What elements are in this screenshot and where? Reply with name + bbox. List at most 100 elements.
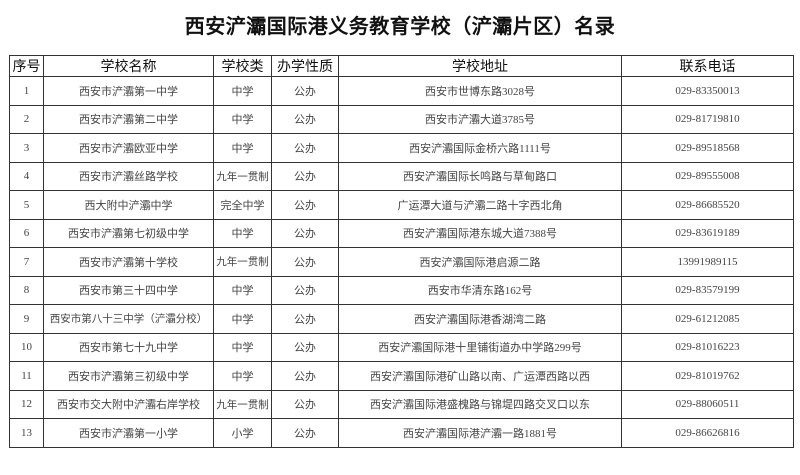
cell-address: 西安浐灞国际港矿山路以南、广运潭西路以西 bbox=[338, 361, 622, 391]
cell-school-type: 中学 bbox=[213, 76, 272, 106]
cell-school-type: 中学 bbox=[213, 133, 272, 163]
cell-phone: 029-88060511 bbox=[621, 389, 794, 419]
table-row: 4 西安市浐灞丝路学校 九年一贯制 公办 西安浐灞国际长鸣路与草甸路口 029-89555… bbox=[9, 161, 794, 191]
cell-ownership: 公办 bbox=[271, 190, 339, 220]
cell-address: 西安浐灞国际港盛槐路与锦堤四路交叉口以东 bbox=[338, 389, 622, 419]
cell-index: 1 bbox=[9, 76, 44, 106]
header-school-name: 学校名称 bbox=[43, 55, 214, 77]
cell-address: 西安浐灞国际长鸣路与草甸路口 bbox=[338, 161, 622, 191]
cell-school-name: 西大附中浐灞中学 bbox=[43, 190, 214, 220]
cell-address: 西安市世博东路3028号 bbox=[338, 76, 622, 106]
cell-index: 7 bbox=[9, 247, 44, 277]
cell-address: 西安市华清东路162号 bbox=[338, 275, 622, 305]
cell-phone: 029-86626816 bbox=[621, 418, 794, 448]
cell-index: 12 bbox=[9, 389, 44, 419]
cell-phone: 029-61212085 bbox=[621, 304, 794, 334]
cell-school-name: 西安市浐灞第一中学 bbox=[43, 76, 214, 106]
cell-school-type: 九年一贯制 bbox=[213, 389, 272, 419]
cell-phone: 029-81719810 bbox=[621, 104, 794, 134]
cell-school-name: 西安市第八十三中学（浐灞分校） bbox=[43, 304, 214, 334]
table-row: 5 西大附中浐灞中学 完全中学 公办 广运潭大道与浐灞二路十字西北角 029-866855… bbox=[9, 190, 794, 220]
cell-school-name: 西安市浐灞丝路学校 bbox=[43, 161, 214, 191]
table-row: 6 西安市浐灞第七初级中学 中学 公办 西安浐灞国际港东城大道7388号 029-8361… bbox=[9, 218, 794, 248]
cell-index: 6 bbox=[9, 218, 44, 248]
table-row: 3 西安市浐灞欧亚中学 中学 公办 西安浐灞国际金桥六路1111号 029-8951856… bbox=[9, 133, 794, 163]
header-row: 序号 学校名称 学校类 办学性质 学校地址 联系电话 bbox=[9, 55, 794, 77]
table-row: 12 西安市交大附中浐灞右岸学校 九年一贯制 公办 西安浐灞国际港盛槐路与锦堤四路交叉口… bbox=[9, 389, 794, 419]
cell-phone: 029-83579199 bbox=[621, 275, 794, 305]
cell-index: 4 bbox=[9, 161, 44, 191]
cell-school-type: 中学 bbox=[213, 361, 272, 391]
table-row: 7 西安市浐灞第十学校 九年一贯制 公办 西安浐灞国际港启源二路 13991989115 bbox=[9, 247, 794, 277]
cell-ownership: 公办 bbox=[271, 332, 339, 362]
header-index: 序号 bbox=[9, 55, 44, 77]
cell-school-name: 西安市第七十九中学 bbox=[43, 332, 214, 362]
cell-school-name: 西安市交大附中浐灞右岸学校 bbox=[43, 389, 214, 419]
cell-index: 13 bbox=[9, 418, 44, 448]
cell-phone: 029-83619189 bbox=[621, 218, 794, 248]
cell-ownership: 公办 bbox=[271, 218, 339, 248]
cell-index: 2 bbox=[9, 104, 44, 134]
table-row: 8 西安市第三十四中学 中学 公办 西安市华清东路162号 029-83579199 bbox=[9, 275, 794, 305]
cell-school-type: 中学 bbox=[213, 104, 272, 134]
cell-phone: 029-81019762 bbox=[621, 361, 794, 391]
table-row: 13 西安市浐灞第一小学 小学 公办 西安浐灞国际港浐灞一路1881号 029-86626… bbox=[9, 418, 794, 448]
table-row: 10 西安市第七十九中学 中学 公办 西安浐灞国际港十里铺街道办中学路299号 029-8… bbox=[9, 332, 794, 362]
cell-index: 8 bbox=[9, 275, 44, 305]
cell-ownership: 公办 bbox=[271, 275, 339, 305]
table-row: 9 西安市第八十三中学（浐灞分校） 中学 公办 西安浐灞国际港香湖湾二路 029-6121… bbox=[9, 304, 794, 334]
cell-school-name: 西安市第三十四中学 bbox=[43, 275, 214, 305]
school-table: 序号 学校名称 学校类 办学性质 学校地址 联系电话 1 西安市浐灞第一中学 中学公… bbox=[9, 55, 794, 448]
cell-ownership: 公办 bbox=[271, 104, 339, 134]
cell-index: 3 bbox=[9, 133, 44, 163]
header-school-type: 学校类 bbox=[213, 55, 272, 77]
table-row: 1 西安市浐灞第一中学 中学 公办 西安市世博东路3028号 029-83350013 bbox=[9, 76, 794, 106]
cell-address: 西安浐灞国际港香湖湾二路 bbox=[338, 304, 622, 334]
cell-ownership: 公办 bbox=[271, 247, 339, 277]
cell-address: 西安浐灞国际港启源二路 bbox=[338, 247, 622, 277]
cell-ownership: 公办 bbox=[271, 133, 339, 163]
cell-ownership: 公办 bbox=[271, 361, 339, 391]
cell-school-name: 西安市浐灞第一小学 bbox=[43, 418, 214, 448]
cell-ownership: 公办 bbox=[271, 389, 339, 419]
cell-address: 西安浐灞国际金桥六路1111号 bbox=[338, 133, 622, 163]
cell-index: 10 bbox=[9, 332, 44, 362]
header-ownership: 办学性质 bbox=[271, 55, 339, 77]
cell-school-name: 西安市浐灞第三初级中学 bbox=[43, 361, 214, 391]
cell-school-type: 中学 bbox=[213, 275, 272, 305]
cell-phone: 029-86685520 bbox=[621, 190, 794, 220]
cell-school-name: 西安市浐灞第二中学 bbox=[43, 104, 214, 134]
cell-ownership: 公办 bbox=[271, 418, 339, 448]
cell-index: 5 bbox=[9, 190, 44, 220]
cell-school-type: 中学 bbox=[213, 332, 272, 362]
cell-school-type: 完全中学 bbox=[213, 190, 272, 220]
cell-address: 西安浐灞国际港浐灞一路1881号 bbox=[338, 418, 622, 448]
cell-school-type: 九年一贯制 bbox=[213, 247, 272, 277]
cell-phone: 029-89518568 bbox=[621, 133, 794, 163]
cell-index: 9 bbox=[9, 304, 44, 334]
cell-address: 西安浐灞国际港十里铺街道办中学路299号 bbox=[338, 332, 622, 362]
cell-phone: 029-89555008 bbox=[621, 161, 794, 191]
cell-school-name: 西安市浐灞第十学校 bbox=[43, 247, 214, 277]
table-row: 11 西安市浐灞第三初级中学 中学 公办 西安浐灞国际港矿山路以南、广运潭西路以西 029… bbox=[9, 361, 794, 391]
cell-ownership: 公办 bbox=[271, 76, 339, 106]
cell-school-name: 西安市浐灞第七初级中学 bbox=[43, 218, 214, 248]
cell-ownership: 公办 bbox=[271, 304, 339, 334]
cell-school-name: 西安市浐灞欧亚中学 bbox=[43, 133, 214, 163]
cell-ownership: 公办 bbox=[271, 161, 339, 191]
cell-address: 广运潭大道与浐灞二路十字西北角 bbox=[338, 190, 622, 220]
page-title: 西安浐灞国际港义务教育学校（浐灞片区）名录 bbox=[184, 16, 616, 38]
cell-address: 西安市浐灞大道3785号 bbox=[338, 104, 622, 134]
table-row: 2 西安市浐灞第二中学 中学 公办 西安市浐灞大道3785号 029-81719810 bbox=[9, 104, 794, 134]
header-address: 学校地址 bbox=[338, 55, 622, 77]
cell-phone: 13991989115 bbox=[621, 247, 794, 277]
cell-school-type: 小学 bbox=[213, 418, 272, 448]
cell-school-type: 九年一贯制 bbox=[213, 161, 272, 191]
cell-school-type: 中学 bbox=[213, 304, 272, 334]
header-phone: 联系电话 bbox=[621, 55, 794, 77]
cell-school-type: 中学 bbox=[213, 218, 272, 248]
cell-address: 西安浐灞国际港东城大道7388号 bbox=[338, 218, 622, 248]
cell-phone: 029-83350013 bbox=[621, 76, 794, 106]
cell-phone: 029-81016223 bbox=[621, 332, 794, 362]
cell-index: 11 bbox=[9, 361, 44, 391]
